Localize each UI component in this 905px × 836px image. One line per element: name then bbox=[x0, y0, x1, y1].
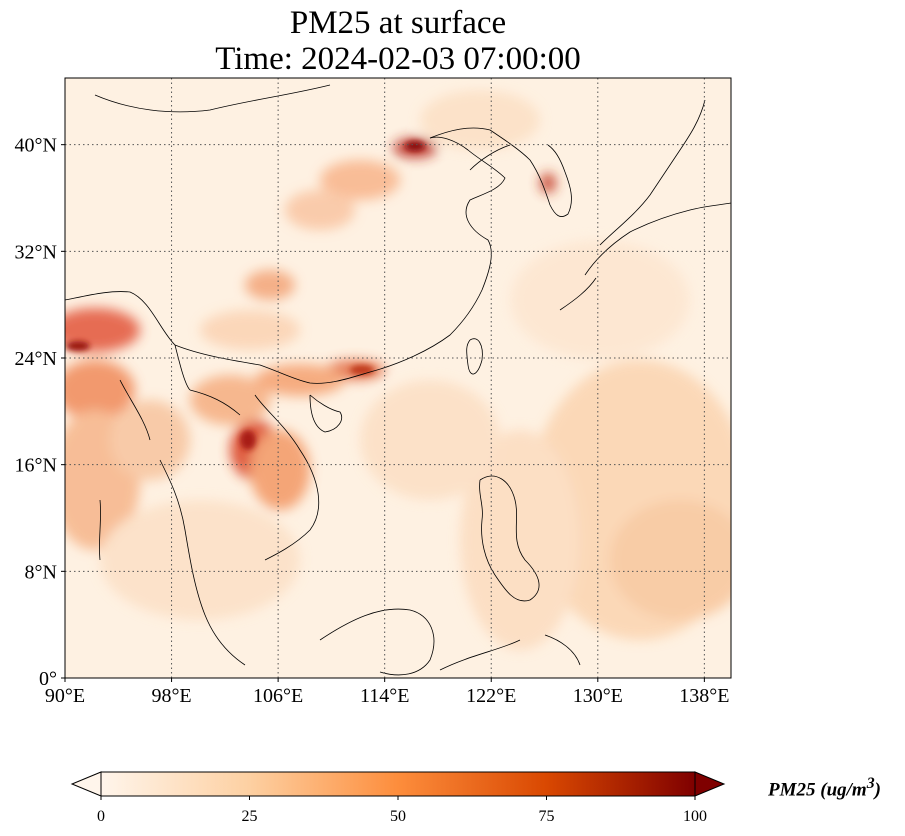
colorbar-tick-label: 75 bbox=[539, 808, 555, 825]
pm25-field bbox=[65, 78, 731, 678]
colorbar-ticks: 0 25 50 75 100 bbox=[97, 796, 707, 825]
longitude-tick-label: 90°E bbox=[45, 685, 85, 707]
latitude-tick-label: 8°N bbox=[25, 561, 57, 583]
longitude-tick-label: 114°E bbox=[360, 685, 409, 707]
longitude-tick-label: 138°E bbox=[679, 685, 729, 707]
colorbar-label-close: ) bbox=[874, 779, 881, 801]
colorbar-gradient bbox=[100, 771, 696, 797]
map-time-subtitle: Time: 2024-02-03 07:00:00 bbox=[215, 41, 581, 77]
latitude-tick-label: 0° bbox=[39, 668, 57, 690]
latitude-labels: 0° 8°N 16°N 24°N 32°N 40°N bbox=[15, 135, 65, 690]
colorbar-tick-label: 50 bbox=[390, 808, 406, 825]
colorbar-label: PM25 (ug/m3) bbox=[768, 775, 881, 801]
colorbar: 0 25 50 75 100 bbox=[70, 771, 726, 825]
map-frame bbox=[64, 77, 732, 679]
colorbar-tick-label: 100 bbox=[683, 808, 707, 825]
colorbar-max-extend-arrow bbox=[694, 771, 726, 797]
coastlines bbox=[65, 84, 731, 676]
latitude-tick-label: 40°N bbox=[15, 135, 57, 157]
longitude-tick-label: 122°E bbox=[466, 685, 516, 707]
latitude-tick-label: 24°N bbox=[15, 348, 57, 370]
map-title: PM25 at surface bbox=[289, 5, 507, 41]
longitude-labels: 90°E 98°E 106°E 114°E 122°E 130°E 138°E bbox=[45, 678, 729, 707]
colorbar-label-superscript: 3 bbox=[866, 775, 875, 792]
latitude-tick-label: 32°N bbox=[15, 241, 57, 263]
latitude-tick-label: 16°N bbox=[15, 455, 57, 477]
longitude-tick-label: 98°E bbox=[151, 685, 191, 707]
colorbar-tick-label: 0 bbox=[97, 808, 105, 825]
colorbar-label-text: PM25 (ug/m bbox=[768, 779, 867, 801]
colorbar-tick-label: 25 bbox=[242, 808, 258, 825]
longitude-tick-label: 106°E bbox=[253, 685, 303, 707]
longitude-tick-label: 130°E bbox=[573, 685, 623, 707]
map-gridlines bbox=[65, 78, 731, 678]
colorbar-min-extend-arrow bbox=[70, 771, 102, 797]
